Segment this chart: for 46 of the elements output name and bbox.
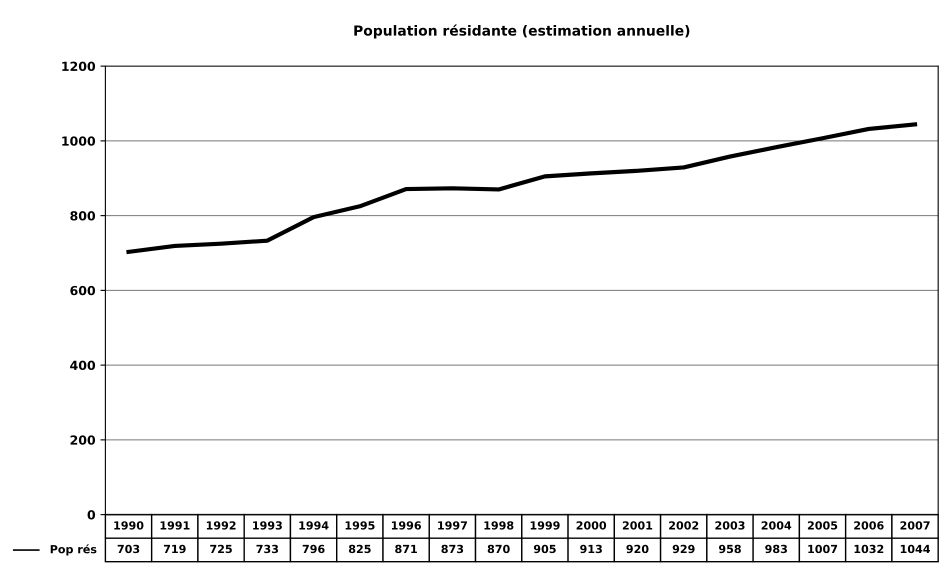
line-series xyxy=(126,122,918,254)
y-tick-label: 400 xyxy=(70,360,96,370)
data-label: 796 xyxy=(302,544,325,554)
x-tick-label: 1998 xyxy=(484,521,514,530)
x-tick-label: 2002 xyxy=(669,521,698,530)
y-tick-label: 600 xyxy=(70,286,96,296)
data-label: 913 xyxy=(580,544,602,554)
x-tick-label: 1991 xyxy=(160,521,190,530)
x-tick-label: 1992 xyxy=(206,521,236,530)
data-label: 725 xyxy=(210,544,232,554)
data-label: 703 xyxy=(118,544,140,554)
data-label: 871 xyxy=(395,544,417,554)
data-label: 905 xyxy=(534,544,556,554)
y-tick-label: 200 xyxy=(70,435,96,445)
y-tick-label: 800 xyxy=(70,211,96,221)
data-label: 733 xyxy=(256,544,278,554)
chart-title: Population résidante (estimation annuelle) xyxy=(354,24,690,38)
x-tick-label: 1996 xyxy=(392,521,421,530)
x-tick-label: 1999 xyxy=(530,521,560,530)
data-label: 1032 xyxy=(854,544,884,554)
y-tick-label: 1000 xyxy=(62,136,96,146)
x-tick-label: 1997 xyxy=(438,521,467,530)
x-tick-label: 1993 xyxy=(253,521,282,530)
data-label: 870 xyxy=(488,544,510,554)
data-label: 920 xyxy=(626,544,649,554)
x-tick-label: 2004 xyxy=(762,521,792,530)
data-label: 873 xyxy=(441,544,464,554)
x-tick-label: 2006 xyxy=(854,521,884,530)
legend-label: Pop rés xyxy=(50,544,96,556)
y-tick-label: 1200 xyxy=(62,62,96,72)
x-tick-label: 2007 xyxy=(900,521,930,530)
x-tick-label: 2005 xyxy=(808,521,838,530)
data-label: 719 xyxy=(164,544,186,554)
data-label: 958 xyxy=(718,544,741,554)
data-label: 825 xyxy=(348,544,371,554)
data-label: 1007 xyxy=(808,544,838,554)
y-tick-label: 0 xyxy=(88,510,96,520)
x-tick-label: 1995 xyxy=(346,521,375,530)
data-label: 929 xyxy=(672,544,695,554)
x-tick-label: 2000 xyxy=(576,521,606,530)
x-tick-label: 1990 xyxy=(114,521,144,530)
data-label: 983 xyxy=(765,544,787,554)
x-tick-label: 2003 xyxy=(715,521,745,530)
data-label: 1044 xyxy=(900,544,930,554)
x-tick-label: 2001 xyxy=(622,521,652,530)
x-tick-label: 1994 xyxy=(299,521,329,530)
